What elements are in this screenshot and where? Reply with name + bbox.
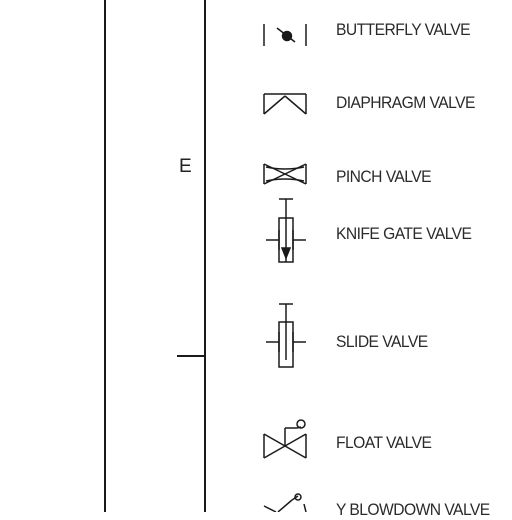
zone-label: E bbox=[179, 156, 192, 177]
diaphragm-valve-icon bbox=[263, 93, 307, 115]
valve-label: FLOAT VALVE bbox=[336, 433, 432, 452]
pinch-valve-icon bbox=[263, 163, 307, 185]
y-blowdown-valve-icon bbox=[263, 493, 307, 512]
valve-label: SLIDE VALVE bbox=[336, 332, 428, 351]
float-valve-icon bbox=[263, 419, 307, 459]
zone-tick-mark bbox=[177, 355, 205, 357]
valve-label: DIAPHRAGM VALVE bbox=[336, 93, 475, 112]
zone-divider-line bbox=[204, 0, 206, 512]
valve-label: BUTTERFLY VALVE bbox=[336, 20, 471, 39]
valve-label: KNIFE GATE VALVE bbox=[336, 224, 472, 243]
butterfly-valve-icon bbox=[263, 24, 307, 46]
slide-valve-icon bbox=[266, 303, 306, 368]
border-line bbox=[104, 0, 106, 512]
valve-label: Y BLOWDOWN VALVE bbox=[336, 500, 490, 519]
valve-label: PINCH VALVE bbox=[336, 167, 432, 186]
knife-gate-valve-icon bbox=[266, 198, 306, 263]
